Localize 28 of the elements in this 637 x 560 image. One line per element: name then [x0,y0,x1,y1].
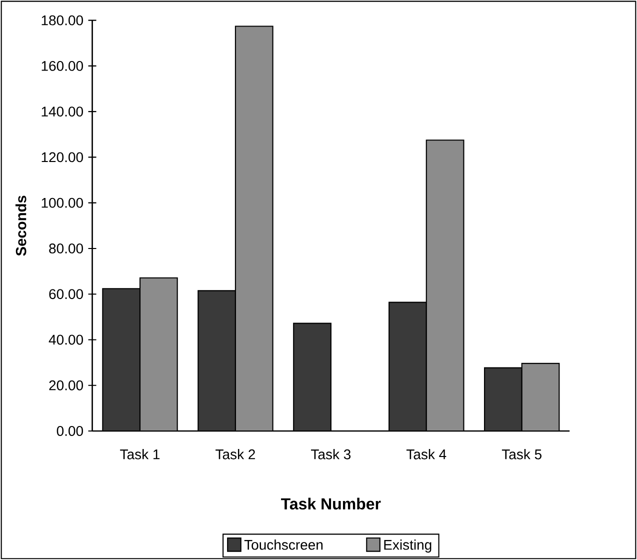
bar [484,367,522,431]
y-tick-label: 80.00 [49,244,84,254]
bar [388,302,427,431]
x-tick-label: Task 4 [406,449,446,460]
legend-label: Touchscreen [244,540,323,550]
x-axis-title: Task Number [281,498,381,510]
bar [521,362,560,431]
bar [140,278,178,431]
y-tick-label: 180.00 [42,15,84,26]
bar [294,323,331,431]
legend-label: Existing [384,540,432,553]
y-tick-label: 40.00 [48,334,84,345]
bar [102,288,140,431]
y-tick-label: 120.00 [42,152,84,162]
bar [198,290,236,431]
y-tick-label: 100.00 [42,198,84,208]
x-tick-label: Task 5 [502,449,542,460]
y-tick-label: 20.00 [49,380,84,390]
y-tick-label: 160.00 [42,61,84,71]
x-tick-label: Task 2 [216,449,255,460]
y-tick-label: 140.00 [42,106,84,117]
y-tick-label: 0.00 [56,426,84,436]
bar [426,140,464,431]
y-axis-title: Seconds [15,196,26,256]
bar [235,26,273,431]
x-tick-label: Task 3 [311,449,351,460]
x-tick-label: Task 1 [120,449,160,460]
y-tick-label: 60.00 [49,289,84,300]
